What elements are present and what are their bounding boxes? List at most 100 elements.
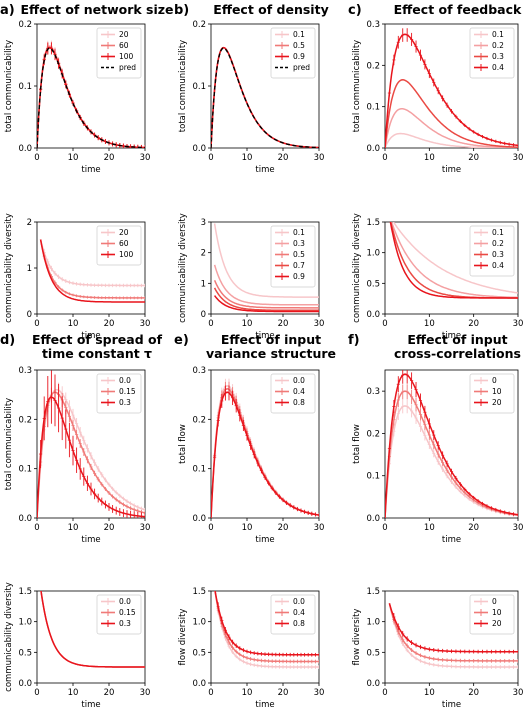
x-axis-label: time [255, 331, 274, 341]
x-tick-label: 0 [382, 319, 387, 329]
legend-label: 0 [492, 376, 497, 385]
series-line [385, 79, 518, 148]
legend-label: 0.5 [293, 250, 305, 259]
x-tick-label: 20 [278, 523, 289, 533]
y-tick-label: 0.1 [192, 465, 206, 475]
panel-letter: e) [174, 333, 189, 348]
x-tick-label: 10 [424, 319, 435, 329]
y-tick-label: 0.0 [192, 514, 206, 524]
series-line [40, 591, 145, 668]
legend-label: 0.2 [492, 239, 504, 248]
x-axis-label: time [442, 331, 461, 341]
y-tick-label: 1.5 [18, 587, 32, 597]
legend: 0.0 0.15 0.3 [96, 373, 142, 414]
y-tick-label: 0.5 [366, 279, 380, 289]
panel-title: Effect of input [407, 332, 507, 347]
x-tick-label: 10 [242, 688, 253, 698]
series-line [213, 264, 319, 306]
y-tick-label: 0.0 [192, 144, 206, 154]
y-axis-label: communicability diversity [178, 213, 188, 323]
legend-label: 0.9 [293, 52, 305, 61]
x-tick-label: 0 [208, 153, 213, 163]
plot-area [389, 222, 518, 299]
plot-area [385, 370, 518, 518]
x-tick-label: 10 [68, 523, 79, 533]
panel-title: Effect of input [221, 332, 321, 347]
x-tick-label: 30 [513, 523, 524, 533]
legend-label: 0.1 [492, 30, 504, 39]
axes-frame [384, 369, 519, 519]
legend-label: 0.1 [492, 228, 504, 237]
x-axis-label: time [442, 535, 461, 545]
error-bars [216, 604, 319, 664]
legend-label: 10 [492, 608, 502, 617]
y-tick-label: 0.2 [366, 429, 380, 439]
legend-label: pred [293, 63, 310, 72]
x-tick-label: 0 [34, 153, 39, 163]
x-tick-label: 20 [104, 523, 115, 533]
y-tick-label: 0 [201, 310, 206, 320]
legend-box [96, 27, 142, 79]
x-tick-label: 30 [140, 523, 151, 533]
axes-frame [384, 23, 519, 149]
series-line [392, 222, 518, 294]
legend: 0.1 0.2 0.3 0.4 [469, 27, 515, 79]
x-tick-label: 20 [278, 153, 289, 163]
legend-label: 0.0 [119, 376, 131, 385]
panel-title: variance structure [206, 346, 336, 361]
x-tick-label: 0 [34, 319, 39, 329]
x-axis-label: time [255, 535, 274, 545]
panel-b-top: b) Effect of density 0 10 20 30 0.0 0.1 0.2 time t… [174, 2, 329, 175]
legend-label: 0.4 [492, 63, 504, 72]
legend-label: 0.3 [492, 250, 504, 259]
legend: 20 60 100 pred [96, 27, 142, 79]
x-axis-label: time [81, 535, 100, 545]
legend-label: pred [119, 63, 136, 72]
axes-frame [210, 369, 320, 519]
legend: 0.0 0.15 0.3 [96, 594, 142, 635]
series-line [385, 107, 518, 148]
legend-label: 0.9 [293, 272, 305, 281]
y-tick-label: 0.5 [18, 648, 32, 658]
y-axis-label: communicability diversity [4, 582, 14, 692]
legend-label: 0.0 [293, 376, 305, 385]
x-tick-label: 0 [382, 688, 387, 698]
y-tick-label: 0.3 [192, 366, 206, 376]
error-bars [39, 370, 145, 518]
legend-label: 10 [492, 387, 502, 396]
y-tick-label: 0.2 [192, 415, 206, 425]
x-tick-label: 10 [424, 523, 435, 533]
legend-label: 0.7 [293, 261, 305, 270]
y-axis-label: communicability diversity [352, 213, 362, 323]
x-axis-label: time [255, 700, 274, 710]
y-axis-label: total communicability [178, 40, 188, 132]
panel-a-top: a) Effect of network size 0 10 20 30 0.0 0.1 0.2… [0, 2, 174, 175]
panel-title: time constant τ [42, 346, 152, 361]
legend: 0.0 0.4 0.8 [270, 594, 316, 635]
panel-letter: c) [348, 3, 362, 18]
legend-label: 0.2 [492, 41, 504, 50]
legend-label: 20 [119, 30, 129, 39]
panel-b-bot: 0 10 20 30 0 1 2 3 time communicability diversity… [178, 213, 324, 341]
y-tick-label: 0.0 [192, 679, 206, 689]
legend-label: 0.4 [293, 387, 305, 396]
y-tick-label: 0.0 [18, 514, 32, 524]
y-tick-label: 0.1 [18, 82, 32, 92]
panel-title: Effect of density [213, 2, 328, 17]
axes-frame [210, 590, 320, 684]
series-line [213, 279, 319, 309]
legend-label: 0.5 [293, 41, 305, 50]
y-tick-label: 1.0 [192, 618, 206, 628]
legend-label: 0.15 [119, 608, 136, 617]
legend-label: 0.8 [293, 398, 305, 407]
plot-area [39, 239, 145, 303]
y-tick-label: 3 [201, 218, 206, 228]
x-tick-label: 30 [314, 319, 325, 329]
x-axis-label: time [81, 165, 100, 175]
error-bars [387, 28, 518, 148]
y-axis-label: total flow [178, 424, 188, 464]
y-tick-label: 0.1 [366, 472, 380, 482]
x-tick-label: 10 [68, 153, 79, 163]
